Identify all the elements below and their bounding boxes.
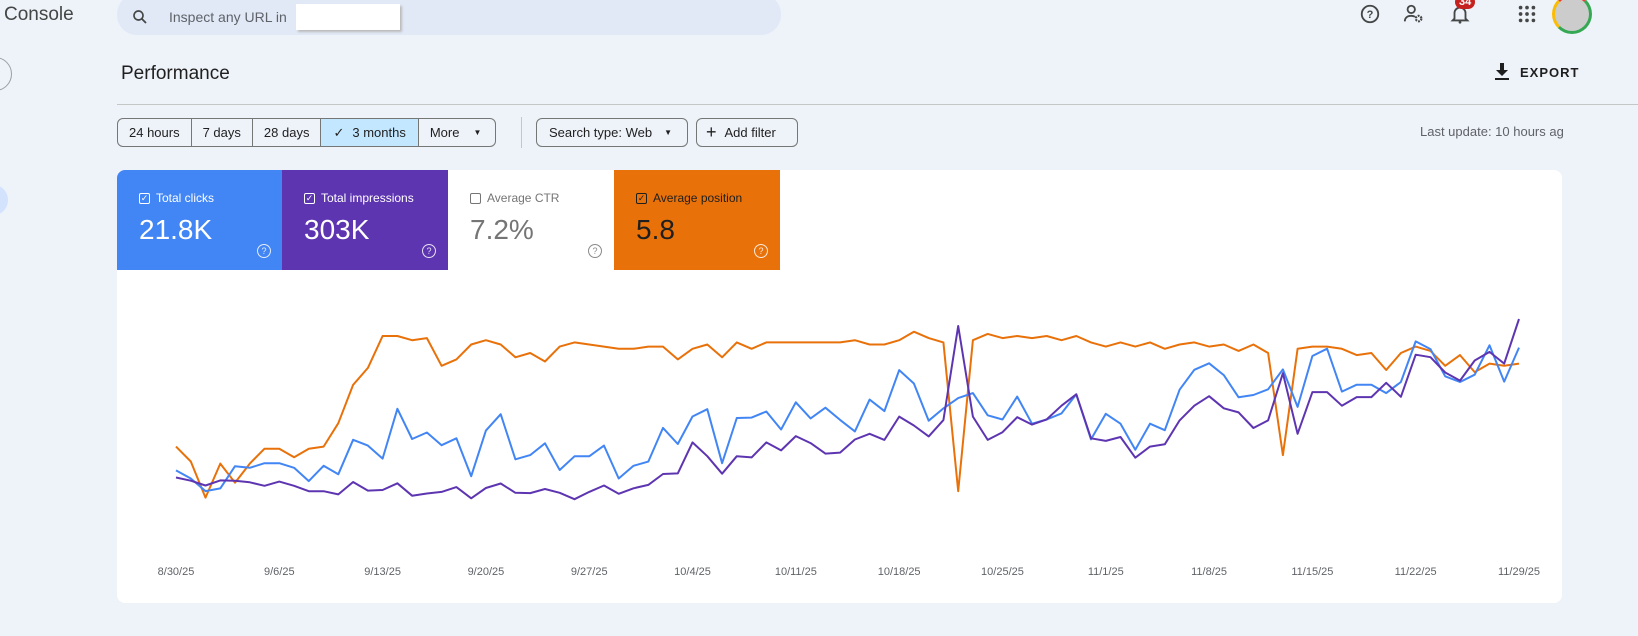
metric-label: Average position xyxy=(653,191,743,205)
add-filter-label: Add filter xyxy=(724,125,776,140)
checkbox-unchecked-icon[interactable] xyxy=(470,192,481,204)
metric-label: Total clicks xyxy=(156,191,215,205)
help-icon[interactable]: ? xyxy=(257,244,271,258)
range-label: 7 days xyxy=(202,125,241,140)
caret-down-icon: ▼ xyxy=(664,128,673,137)
date-range-selector: 24 hours 7 days 28 days ✓ 3 months More ▼ xyxy=(117,118,497,147)
range-label: More xyxy=(429,125,460,140)
metric-value: 7.2% xyxy=(470,214,534,245)
metric-total-clicks[interactable]: ✓ Total clicks 21.8K ? xyxy=(117,170,283,270)
notification-count-badge: 34 xyxy=(1455,0,1476,9)
app-title: Console xyxy=(4,4,74,25)
range-label: 28 days xyxy=(263,125,310,140)
metric-value: 5.8 xyxy=(636,214,675,245)
range-label: 24 hours xyxy=(129,125,180,140)
metric-label: Average CTR xyxy=(487,191,560,205)
range-more-dropdown[interactable]: More ▼ xyxy=(419,119,496,146)
metric-value: 21.8K xyxy=(139,214,213,245)
header-divider xyxy=(117,104,1638,105)
redacted-property xyxy=(296,4,400,30)
export-label: EXPORT xyxy=(1520,64,1580,80)
add-filter-button[interactable]: + Add filter xyxy=(696,118,798,147)
checkbox-checked-icon[interactable]: ✓ xyxy=(304,192,315,204)
checkbox-checked-icon[interactable]: ✓ xyxy=(636,192,647,204)
search-icon xyxy=(133,9,147,24)
metric-value: 303K xyxy=(304,214,370,245)
apps-grid-icon[interactable] xyxy=(1516,3,1538,25)
svg-text:?: ? xyxy=(1367,9,1374,21)
plus-icon: + xyxy=(706,122,717,142)
url-inspect-search[interactable]: Inspect any URL in xyxy=(117,0,781,35)
download-icon xyxy=(1495,63,1509,80)
range-7-days[interactable]: 7 days xyxy=(192,119,253,146)
last-update-text: Last update: 10 hours ag xyxy=(1420,124,1564,139)
checkbox-checked-icon[interactable]: ✓ xyxy=(139,192,150,204)
export-button[interactable]: EXPORT xyxy=(1494,63,1579,81)
check-icon: ✓ xyxy=(333,124,345,140)
page-title: Performance xyxy=(121,63,230,84)
search-placeholder: Inspect any URL in xyxy=(169,8,287,25)
account-avatar[interactable] xyxy=(1552,0,1592,34)
metric-total-impressions[interactable]: ✓ Total impressions 303K ? xyxy=(282,170,448,270)
caret-down-icon: ▼ xyxy=(473,128,482,137)
metric-average-position[interactable]: ✓ Average position 5.8 ? xyxy=(614,170,780,270)
help-icon[interactable]: ? xyxy=(1359,3,1381,25)
manage-users-icon[interactable] xyxy=(1403,3,1425,25)
filter-divider xyxy=(521,117,522,148)
range-label: 3 months xyxy=(352,125,406,140)
property-selector[interactable] xyxy=(0,57,12,91)
range-24-hours[interactable]: 24 hours xyxy=(118,119,192,146)
range-28-days[interactable]: 28 days xyxy=(253,119,322,146)
help-icon[interactable]: ? xyxy=(754,244,768,258)
help-icon[interactable]: ? xyxy=(588,244,602,258)
metric-average-ctr[interactable]: Average CTR 7.2% ? xyxy=(448,170,614,270)
search-type-label: Search type: Web xyxy=(549,125,653,140)
range-3-months[interactable]: ✓ 3 months xyxy=(321,119,419,146)
metric-label: Total impressions xyxy=(321,191,414,205)
search-type-dropdown[interactable]: Search type: Web ▼ xyxy=(536,118,688,147)
help-icon[interactable]: ? xyxy=(422,244,436,258)
nav-item-active[interactable] xyxy=(0,185,8,215)
